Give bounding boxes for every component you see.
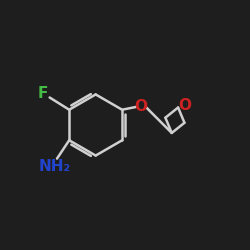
Text: O: O (135, 99, 148, 114)
Text: O: O (178, 98, 192, 112)
Text: F: F (38, 86, 48, 100)
Text: NH₂: NH₂ (38, 159, 70, 174)
